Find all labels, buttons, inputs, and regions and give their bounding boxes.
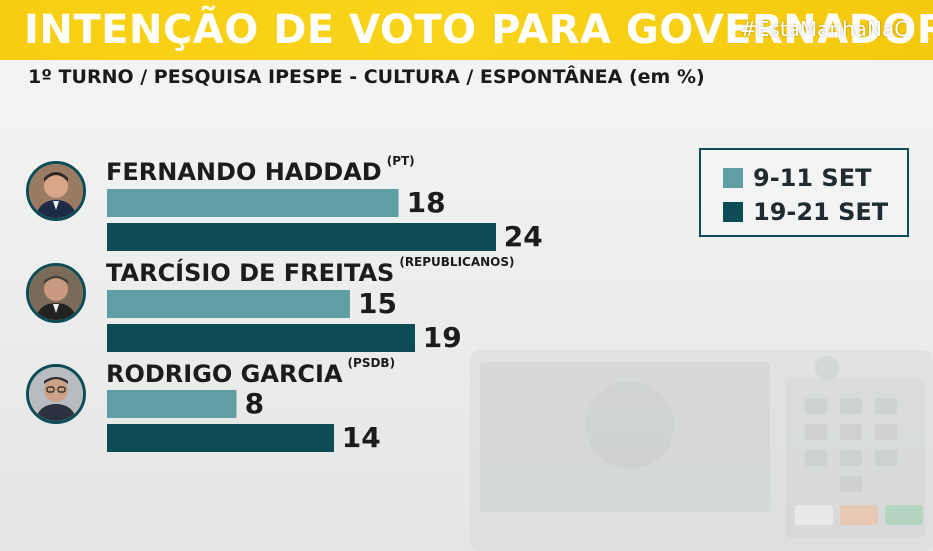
candidate-name-text: RODRIGO GARCIA (106, 360, 343, 388)
candidate-name-text: FERNANDO HADDAD (106, 158, 382, 186)
bar-series-2-3 (107, 424, 334, 452)
candidate-avatar-tarcisio (26, 263, 86, 323)
party-label: (PT) (386, 154, 415, 168)
candidate-avatar-haddad (26, 161, 86, 221)
candidate-name-haddad: FERNANDO HADDAD (PT) (106, 154, 415, 186)
hashtag-watermark: #EstaManhaNaC (740, 17, 909, 41)
value-label-series-2-3: 14 (341, 421, 381, 454)
chart-subtitle: 1º TURNO / PESQUISA IPESPE - CULTURA / E… (28, 66, 705, 88)
bar-series-1-3 (107, 390, 237, 418)
party-label: (PSDB) (347, 356, 396, 370)
value-label-series-1-3: 8 (244, 387, 265, 420)
value-label-series-1-2: 15 (358, 287, 397, 320)
candidate-avatar-garcia (26, 364, 86, 424)
person-icon (29, 164, 83, 218)
person-icon (29, 266, 83, 320)
value-label-series-1-1: 18 (406, 186, 446, 219)
legend: 9-11 SET 19-21 SET (699, 148, 909, 237)
legend-item-series-2: 19-21 SET (723, 198, 888, 226)
value-label-series-2-2: 19 (422, 321, 462, 354)
bar-series-2-1 (107, 223, 496, 251)
bar-series-2-2 (107, 324, 415, 352)
person-icon (29, 367, 83, 421)
value-label-series-2-1: 24 (503, 220, 543, 253)
candidate-name-text: TARCÍSIO DE FREITAS (106, 259, 395, 287)
party-label: (REPUBLICANOS) (399, 255, 515, 269)
bar-series-1-2 (107, 290, 350, 318)
title-bar: INTENÇÃO DE VOTO PARA GOVERNADOR #EstaMa… (0, 0, 933, 60)
legend-swatch-series-2 (723, 202, 743, 222)
chart-title: INTENÇÃO DE VOTO PARA GOVERNADOR (24, 7, 933, 53)
legend-swatch-series-1 (723, 168, 743, 188)
candidate-name-tarcisio: TARCÍSIO DE FREITAS (REPUBLICANOS) (106, 255, 515, 287)
legend-item-series-1: 9-11 SET (723, 164, 871, 192)
legend-label-series-2: 19-21 SET (753, 198, 889, 226)
legend-label-series-1: 9-11 SET (753, 164, 872, 192)
bar-series-1-1 (107, 189, 399, 217)
candidate-name-garcia: RODRIGO GARCIA (PSDB) (106, 356, 395, 388)
